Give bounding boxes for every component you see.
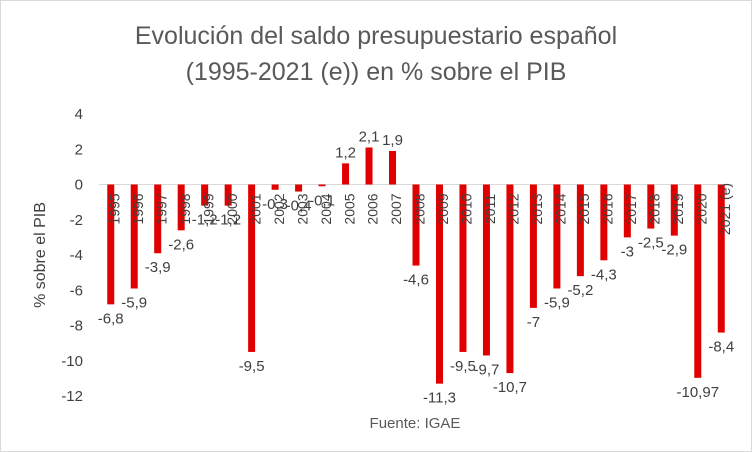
y-tick-label: 4 — [75, 106, 83, 123]
data-label: -10,97 — [677, 384, 720, 401]
data-label: -4,6 — [403, 272, 429, 289]
data-label: -7 — [527, 314, 540, 331]
data-label: -1,2 — [192, 212, 218, 229]
source-note: Fuente: IGAE — [370, 415, 461, 432]
x-category-label: 1998 — [177, 193, 193, 224]
y-tick-label: -10 — [61, 353, 83, 370]
data-label: -5,9 — [121, 294, 147, 311]
x-category-label: 2010 — [459, 193, 475, 224]
data-label: -0,4 — [286, 198, 312, 215]
bar-2011 — [482, 184, 490, 356]
data-label: -4,3 — [591, 266, 617, 283]
bar-2017 — [623, 184, 631, 238]
x-category-label: 2009 — [435, 193, 451, 224]
y-axis-label: % sobre el PIB — [32, 202, 49, 308]
x-category-label: 2013 — [529, 193, 545, 224]
bar-1996 — [130, 184, 138, 289]
bar-2005 — [342, 163, 350, 185]
x-category-label: 2008 — [412, 193, 428, 224]
bar-2008 — [412, 184, 420, 266]
x-category-label: 2016 — [600, 193, 616, 224]
bar-2000 — [224, 184, 232, 206]
y-tick-label: -12 — [61, 388, 83, 405]
data-label: -2,6 — [168, 236, 194, 253]
bar-2007 — [389, 151, 397, 185]
x-category-label: 2020 — [693, 193, 709, 224]
x-category-label: 1995 — [106, 193, 122, 224]
x-category-label: 2007 — [388, 193, 404, 224]
bar-2020 — [694, 184, 702, 378]
x-category-label: 2003 — [294, 193, 310, 224]
data-label: -5,9 — [544, 294, 570, 311]
y-tick-label: -8 — [70, 318, 83, 335]
x-category-label: 2002 — [271, 193, 287, 224]
data-label: -9,5 — [450, 358, 476, 375]
bar-2010 — [459, 184, 467, 352]
data-label: -1,2 — [215, 212, 241, 229]
bar-2012 — [506, 184, 514, 374]
chart-title-line-1: Evolución del saldo presupuestario españ… — [134, 22, 618, 50]
bar-1997 — [154, 184, 162, 254]
data-label: -2,5 — [638, 235, 664, 252]
x-category-label: 2000 — [224, 193, 240, 224]
data-label: 1,2 — [335, 144, 356, 161]
bar-2018 — [647, 184, 655, 229]
x-category-label: 2017 — [623, 193, 639, 224]
y-tick-label: -2 — [70, 212, 83, 229]
x-category-label: 2001 — [247, 193, 263, 224]
y-tick-label: -6 — [70, 282, 83, 299]
data-label: -0,3 — [262, 196, 288, 213]
x-category-label: 1999 — [200, 193, 216, 224]
bar-2003 — [295, 184, 303, 192]
bar-2019 — [670, 184, 678, 236]
bar-2006 — [365, 147, 373, 185]
x-category-label: 2011 — [482, 194, 498, 224]
x-category-label: 2005 — [341, 193, 357, 224]
x-category-label: 2012 — [506, 193, 522, 224]
x-category-label: 2018 — [647, 193, 663, 224]
data-label: -10,7 — [493, 379, 527, 396]
bar-1998 — [177, 184, 185, 231]
bar-1995 — [107, 184, 115, 305]
x-category-label: 2014 — [553, 193, 569, 224]
bar-2021e — [717, 184, 725, 333]
data-label: 1,9 — [382, 132, 403, 149]
x-category-label: 2021 (e) — [717, 183, 733, 235]
data-label: -6,8 — [98, 310, 124, 327]
bar-1999 — [201, 184, 209, 206]
x-category-label: 1997 — [153, 193, 169, 224]
y-tick-label: -4 — [70, 247, 83, 264]
x-category-label: 2004 — [318, 193, 334, 224]
bar-2016 — [600, 184, 608, 261]
data-label: 2,1 — [359, 128, 380, 145]
y-tick-label: 2 — [75, 141, 83, 158]
bar-2004 — [318, 184, 326, 187]
y-tick-label: 0 — [75, 177, 83, 194]
data-label: -5,2 — [567, 282, 593, 299]
data-label: -9,5 — [239, 358, 265, 375]
chart-title-line-2: (1995-2021 (e)) en % sobre el PIB — [185, 58, 567, 86]
bar-2015 — [576, 184, 584, 277]
bar-2002 — [271, 184, 279, 190]
data-label: -9,7 — [474, 361, 500, 378]
data-label: -11,3 — [423, 390, 456, 407]
bar-2014 — [553, 184, 561, 289]
bar-2013 — [529, 184, 537, 308]
data-label: -3,9 — [145, 259, 171, 276]
bar-2009 — [435, 184, 443, 384]
data-label: -3 — [621, 243, 634, 260]
x-category-label: 2019 — [670, 193, 686, 224]
x-category-label: 2015 — [576, 193, 592, 224]
x-category-label: 1996 — [130, 193, 146, 224]
bar-2001 — [248, 184, 256, 352]
x-category-label: 2006 — [365, 193, 381, 224]
data-label: -0,1 — [309, 192, 335, 209]
data-label: -8,4 — [708, 339, 734, 356]
data-label: -2,9 — [661, 242, 687, 259]
